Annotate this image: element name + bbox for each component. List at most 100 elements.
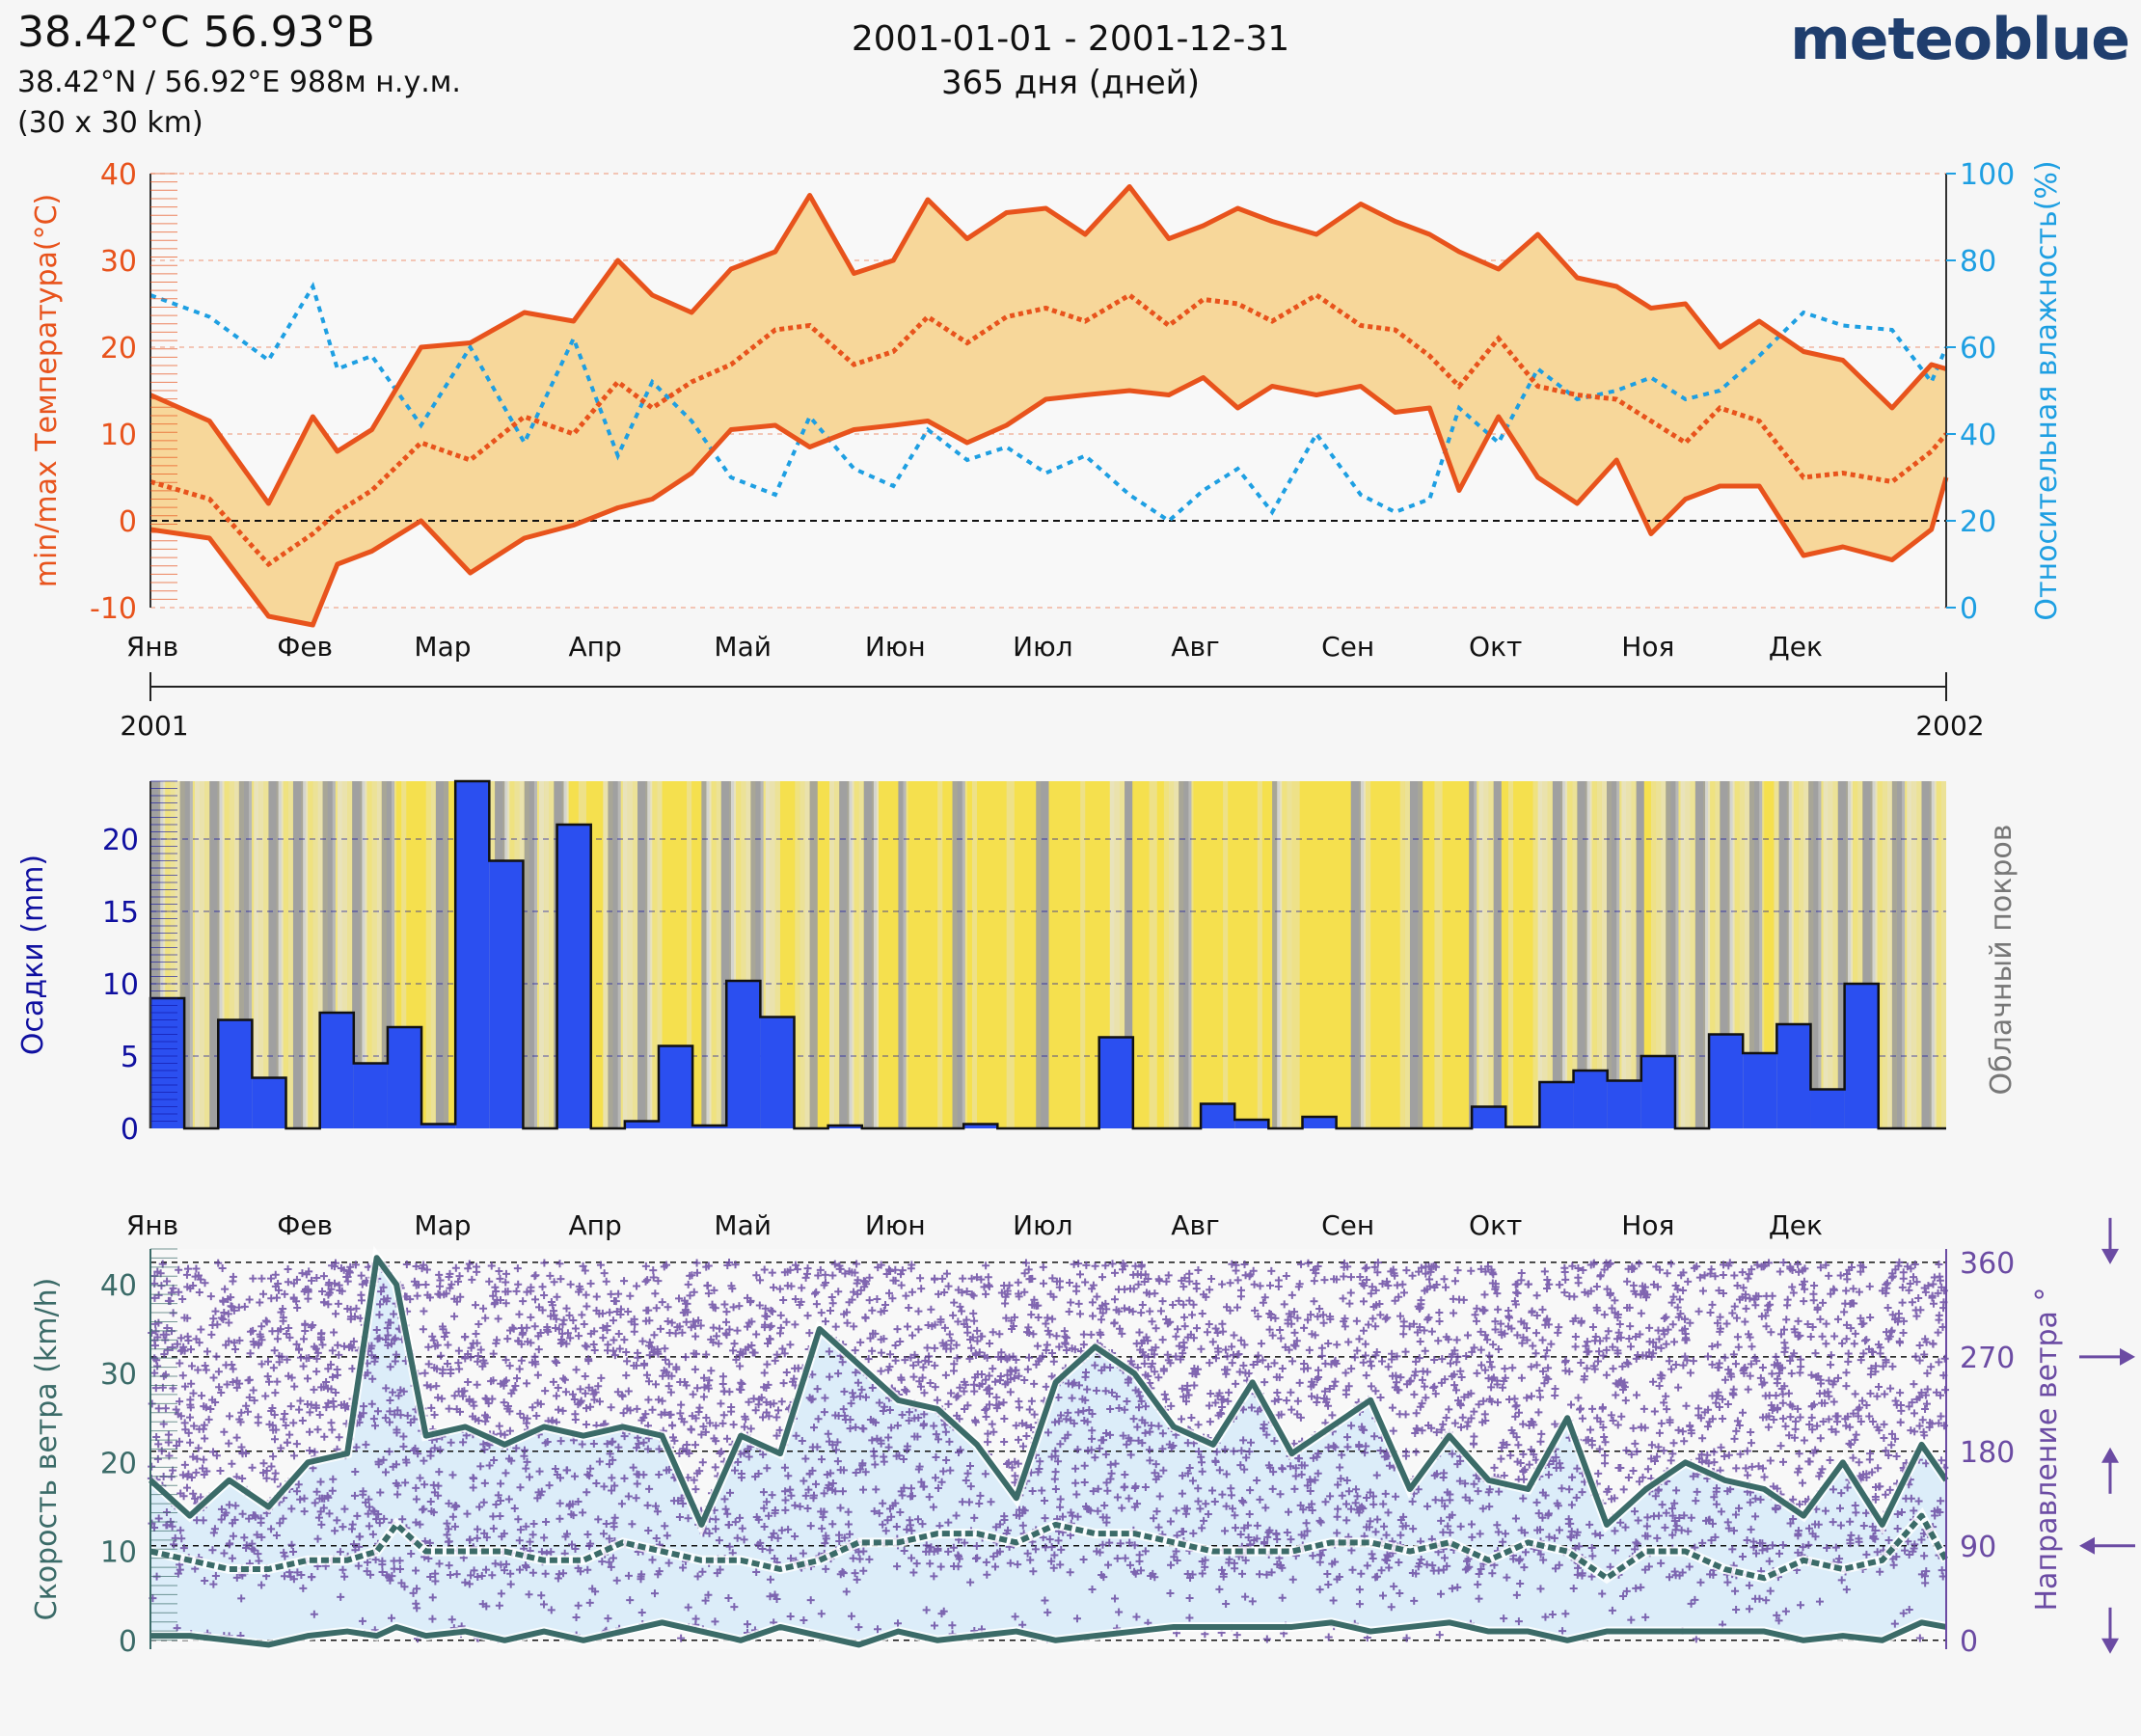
precip-bar xyxy=(319,1013,354,1128)
wind-month-label: Сен xyxy=(1321,1209,1374,1241)
cloud-cover-day xyxy=(1842,781,1852,1128)
cloud-cover-day xyxy=(263,781,269,1128)
temp-tick-label: 30 xyxy=(100,245,137,279)
location-coordinates: 38.42°N / 56.92°E 988м н.у.м. xyxy=(17,66,461,99)
temp-min-series-line xyxy=(149,375,1949,628)
temp-month-label: Фев xyxy=(277,631,333,663)
precip-bar xyxy=(1302,1117,1337,1128)
cloud-cover-day xyxy=(386,781,395,1128)
wind-direction-tick-label: 180 xyxy=(1960,1436,2015,1470)
precip-bar xyxy=(252,1077,286,1128)
cloud-cover-day xyxy=(1415,781,1423,1128)
cloud-cover-day xyxy=(544,781,550,1128)
meteoblue-logo[interactable]: meteoblue xyxy=(1790,6,2130,73)
cloud-cover-day xyxy=(622,781,628,1128)
cloud-cover-day xyxy=(533,781,540,1128)
cloud-cover-day xyxy=(332,781,338,1128)
cloud-cover-day xyxy=(730,781,737,1128)
precip-bar xyxy=(963,1124,998,1128)
cloud-cover-day xyxy=(1507,781,1514,1128)
cloud-cover-day xyxy=(366,781,372,1128)
cloud-cover-day xyxy=(873,781,880,1128)
period-days: 365 дня (дней) xyxy=(941,64,1200,102)
cloud-cover-day xyxy=(1360,781,1367,1128)
cloud-cover-day xyxy=(1813,781,1822,1128)
cloud-cover-day xyxy=(765,781,771,1128)
cloud-cover-day xyxy=(774,781,780,1128)
cloud-cover-day xyxy=(1493,781,1502,1128)
location-title: 38.42°C 56.93°B xyxy=(17,8,375,57)
cloud-cover-day xyxy=(627,781,633,1128)
cloud-cover-day xyxy=(1291,781,1300,1128)
cloud-cover-day xyxy=(1582,781,1590,1128)
cloud-cover-day xyxy=(898,781,907,1128)
cloud-cover-day xyxy=(854,781,859,1128)
temp-month-label: Июл xyxy=(1013,631,1072,663)
year-start-label: 2001 xyxy=(120,710,188,742)
cloud-cover-day xyxy=(1650,781,1657,1128)
wind-direction-tick-label: 270 xyxy=(1960,1342,2015,1375)
cloud-cover-day xyxy=(1188,781,1194,1128)
cloud-cover-day xyxy=(828,781,835,1128)
cloud-cover-day xyxy=(804,781,810,1128)
humidity-series-line xyxy=(149,282,1948,524)
humidity-tick-label: 60 xyxy=(1960,332,1996,366)
cloud-cover-day xyxy=(1666,781,1674,1128)
precip-bar xyxy=(353,1063,388,1128)
cloud-cover-day xyxy=(1783,781,1792,1128)
humidity-tick-label: 80 xyxy=(1960,245,1996,279)
cloud-cover-day xyxy=(1729,781,1735,1128)
cloud-cover-day xyxy=(1907,781,1912,1128)
precip-bar xyxy=(624,1121,659,1128)
precipitation-cloud-chart: 0 5 10 15 20 Осадки (mm) Облачный покров xyxy=(16,779,2019,1147)
cloud-cover-day xyxy=(1469,781,1477,1128)
temp-tick-label: 20 xyxy=(100,332,137,366)
cloud-cover-day xyxy=(1872,781,1878,1128)
cloud-cover-day xyxy=(1857,781,1863,1128)
cloud-cover-day xyxy=(229,781,234,1128)
cloud-cover-day xyxy=(1754,781,1763,1128)
cloud-cover-day xyxy=(795,781,800,1128)
wind-month-label: Авг xyxy=(1171,1209,1219,1241)
wind-month-label: Янв xyxy=(126,1209,178,1241)
cloud-cover-day xyxy=(1744,781,1749,1128)
wind-tick-label: 0 xyxy=(119,1625,137,1659)
cloud-cover-day xyxy=(1902,781,1908,1128)
cloud-cover-day xyxy=(657,781,663,1128)
cloud-cover-day xyxy=(1119,781,1125,1128)
cloud-cover-day xyxy=(834,781,840,1128)
cloud-cover-day xyxy=(1109,781,1115,1128)
cloud-cover-day xyxy=(1926,781,1935,1128)
cloud-cover-day xyxy=(1616,781,1622,1128)
precip-tick-label: 5 xyxy=(121,1041,139,1074)
cloud-cover-day xyxy=(1179,781,1187,1128)
cloud-cover-day xyxy=(209,781,218,1128)
precip-bar xyxy=(1607,1080,1641,1128)
cloud-cover-day xyxy=(1823,781,1829,1128)
cloud-cover-day xyxy=(381,781,390,1128)
cloud-cover-day xyxy=(1828,781,1833,1128)
temp-month-label: Авг xyxy=(1171,631,1219,663)
cloud-cover-day xyxy=(1542,781,1548,1128)
precip-bar xyxy=(1743,1053,1777,1128)
cloud-cover-day xyxy=(1690,781,1695,1128)
cloud-cover-day xyxy=(1114,781,1120,1128)
cloud-cover-day xyxy=(273,781,282,1128)
cloud-cover-day xyxy=(528,781,537,1128)
cloud-cover-day xyxy=(839,781,848,1128)
temp-month-label: Апр xyxy=(569,631,622,663)
cloud-cover-day xyxy=(1788,781,1794,1128)
cloud-cover-day xyxy=(341,781,348,1128)
cloud-cover-day xyxy=(1547,781,1553,1128)
cloud-axis-label: Облачный покров xyxy=(1985,825,2019,1096)
cloud-cover-day xyxy=(1163,781,1169,1128)
temp-month-label: Дек xyxy=(1769,631,1823,663)
cloud-cover-day xyxy=(1174,781,1179,1128)
cloud-cover-day xyxy=(1631,781,1637,1128)
precip-bar xyxy=(455,781,490,1128)
cloud-cover-day xyxy=(549,781,555,1128)
cloud-cover-day xyxy=(1257,781,1262,1128)
precip-bar xyxy=(1201,1103,1235,1128)
temperature-humidity-chart: -10 0 10 20 30 40 0 20 40 60 80 100 min/max Температ… xyxy=(30,158,2064,742)
cloud-cover-day xyxy=(632,781,638,1128)
